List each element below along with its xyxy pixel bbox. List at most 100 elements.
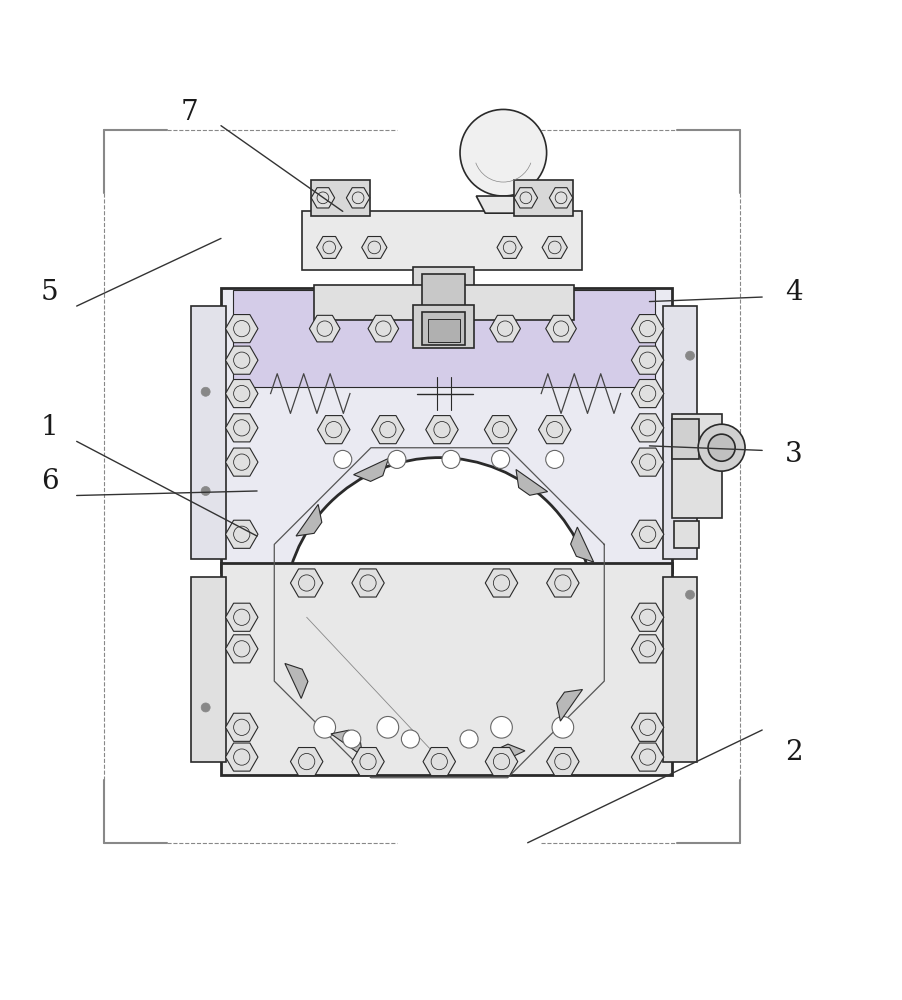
Circle shape	[460, 109, 547, 196]
Polygon shape	[546, 315, 576, 342]
Polygon shape	[547, 569, 579, 597]
Polygon shape	[226, 315, 258, 343]
Circle shape	[401, 730, 419, 748]
Polygon shape	[226, 520, 258, 548]
Polygon shape	[631, 603, 664, 631]
Polygon shape	[317, 237, 342, 258]
Text: 3: 3	[785, 441, 803, 468]
Polygon shape	[285, 663, 308, 698]
Polygon shape	[631, 520, 664, 548]
Polygon shape	[549, 188, 573, 208]
Polygon shape	[226, 603, 258, 631]
Circle shape	[284, 458, 594, 768]
Polygon shape	[557, 689, 583, 721]
Polygon shape	[368, 315, 399, 342]
Polygon shape	[631, 315, 664, 343]
Polygon shape	[490, 744, 525, 767]
Polygon shape	[631, 380, 664, 408]
Text: 7: 7	[180, 99, 198, 126]
Text: 1: 1	[41, 414, 59, 441]
Circle shape	[334, 450, 352, 468]
Circle shape	[546, 450, 564, 468]
Bar	[674, 521, 699, 548]
Polygon shape	[516, 470, 548, 495]
Polygon shape	[514, 188, 538, 208]
Text: 4: 4	[785, 279, 803, 306]
Polygon shape	[476, 196, 530, 213]
Polygon shape	[226, 346, 258, 374]
Polygon shape	[226, 635, 258, 663]
Circle shape	[201, 486, 210, 495]
Bar	[422, 312, 465, 345]
Polygon shape	[311, 188, 335, 208]
Polygon shape	[346, 188, 370, 208]
Polygon shape	[296, 504, 322, 536]
Polygon shape	[484, 416, 517, 444]
Polygon shape	[497, 237, 522, 258]
Polygon shape	[490, 315, 520, 342]
Circle shape	[388, 450, 406, 468]
Circle shape	[343, 730, 361, 748]
Bar	[311, 180, 370, 216]
Polygon shape	[226, 743, 258, 771]
Polygon shape	[372, 416, 404, 444]
Polygon shape	[631, 743, 664, 771]
Polygon shape	[226, 380, 258, 408]
Bar	[672, 419, 699, 459]
Circle shape	[201, 387, 210, 396]
Text: 5: 5	[41, 279, 59, 306]
Text: 2: 2	[785, 739, 803, 766]
Polygon shape	[226, 713, 258, 741]
Bar	[191, 306, 226, 559]
Polygon shape	[331, 730, 363, 756]
Circle shape	[686, 590, 695, 599]
Polygon shape	[631, 635, 664, 663]
Bar	[422, 274, 465, 315]
Polygon shape	[538, 416, 571, 444]
Circle shape	[442, 450, 460, 468]
Circle shape	[314, 716, 336, 738]
Circle shape	[491, 716, 512, 738]
Polygon shape	[226, 448, 258, 476]
Polygon shape	[354, 458, 389, 481]
Polygon shape	[318, 416, 350, 444]
Polygon shape	[547, 748, 579, 776]
Circle shape	[698, 424, 745, 471]
Polygon shape	[226, 414, 258, 442]
Bar	[314, 285, 574, 320]
Circle shape	[686, 351, 695, 360]
Bar	[413, 305, 474, 348]
Bar	[221, 563, 672, 775]
Polygon shape	[542, 237, 567, 258]
Bar	[413, 267, 474, 320]
Polygon shape	[631, 414, 664, 442]
Polygon shape	[352, 748, 384, 776]
Text: 6: 6	[41, 468, 59, 495]
Polygon shape	[571, 527, 594, 562]
Polygon shape	[485, 748, 518, 776]
Bar	[233, 290, 655, 387]
Polygon shape	[631, 346, 664, 374]
Polygon shape	[631, 448, 664, 476]
Polygon shape	[352, 569, 384, 597]
Polygon shape	[485, 569, 518, 597]
Circle shape	[492, 450, 510, 468]
Polygon shape	[290, 748, 323, 776]
Bar	[514, 180, 573, 216]
Polygon shape	[423, 748, 456, 776]
Bar	[428, 319, 460, 342]
Polygon shape	[309, 315, 340, 342]
Circle shape	[201, 703, 210, 712]
Polygon shape	[426, 416, 458, 444]
Polygon shape	[362, 237, 387, 258]
Circle shape	[552, 716, 574, 738]
Bar	[191, 577, 226, 762]
Bar	[663, 577, 697, 762]
Bar	[221, 288, 672, 572]
Bar	[302, 211, 582, 270]
Circle shape	[377, 716, 399, 738]
Bar	[672, 414, 722, 518]
Polygon shape	[631, 713, 664, 741]
Bar	[663, 306, 697, 559]
Circle shape	[708, 434, 735, 461]
